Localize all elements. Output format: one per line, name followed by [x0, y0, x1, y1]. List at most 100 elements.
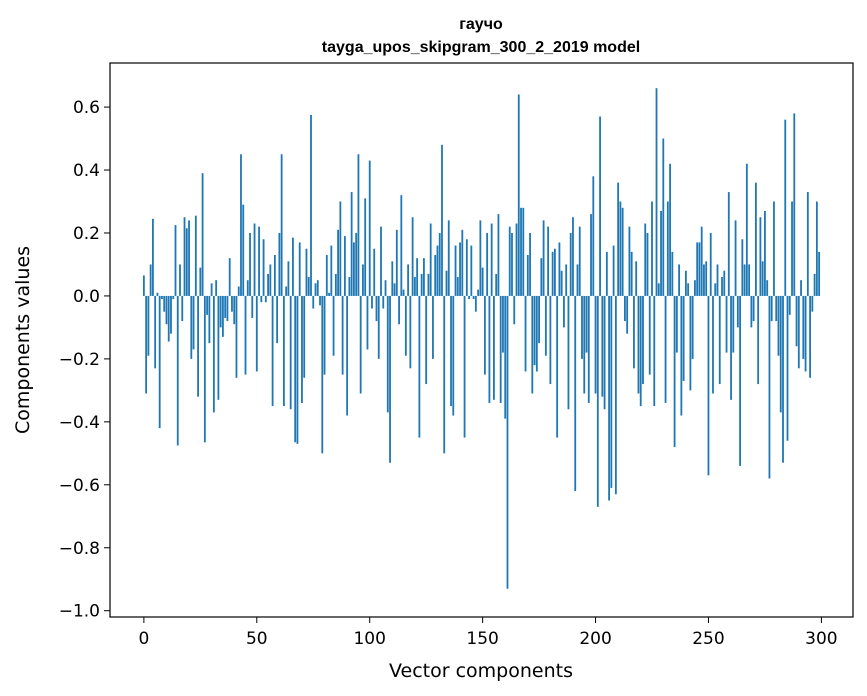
bar — [246, 280, 249, 296]
bar — [389, 295, 391, 463]
bar — [251, 295, 254, 318]
bar — [773, 201, 775, 296]
bar — [201, 173, 204, 296]
x-tick-label: 100 — [353, 629, 385, 649]
bar — [310, 114, 312, 296]
bar — [314, 283, 317, 296]
bar — [423, 258, 425, 296]
bar — [222, 295, 224, 337]
bar — [574, 295, 577, 492]
bar — [147, 295, 150, 356]
bar — [576, 264, 579, 296]
bar — [660, 210, 662, 296]
bar — [691, 295, 694, 359]
bar — [547, 226, 550, 296]
y-tick-label: 0.2 — [73, 224, 100, 244]
bar — [587, 295, 590, 403]
y-tick-label: −0.8 — [59, 539, 100, 559]
bar — [244, 295, 247, 375]
bar — [558, 242, 561, 296]
bar — [791, 201, 793, 296]
bar — [228, 258, 231, 296]
bar — [493, 295, 495, 400]
bar — [646, 232, 649, 296]
bar — [292, 237, 294, 296]
bar — [596, 295, 599, 507]
bar — [714, 283, 717, 296]
bar — [495, 273, 498, 296]
bar — [610, 295, 613, 488]
bar — [181, 295, 184, 322]
bar — [307, 277, 310, 296]
bar — [346, 295, 349, 416]
bar — [757, 295, 760, 385]
bar — [682, 295, 685, 381]
bar — [486, 232, 489, 296]
bar — [447, 220, 450, 296]
y-axis-label: Components values — [12, 246, 34, 434]
bar — [497, 214, 500, 296]
bar — [809, 295, 811, 378]
bar — [355, 232, 358, 296]
bar — [154, 295, 157, 369]
bar — [644, 223, 647, 296]
bar — [779, 295, 782, 413]
bar — [212, 295, 215, 413]
bar — [592, 176, 595, 296]
bar — [384, 280, 387, 296]
bar — [362, 264, 364, 296]
bar — [727, 192, 730, 296]
bar — [240, 154, 242, 296]
bar — [323, 295, 326, 375]
bar — [343, 236, 346, 296]
bar — [382, 295, 385, 309]
chart-subtitle: tayga_upos_skipgram_300_2_2019 model — [322, 39, 640, 56]
bar — [621, 207, 624, 296]
bar — [224, 295, 227, 318]
bar — [194, 215, 197, 296]
bar — [806, 192, 809, 296]
bar — [725, 295, 728, 353]
bar — [786, 295, 789, 441]
bar — [235, 295, 238, 378]
bar — [219, 295, 222, 328]
bar — [678, 264, 681, 296]
bar — [450, 295, 452, 407]
bar — [217, 295, 220, 400]
bar — [337, 229, 339, 296]
bar — [664, 295, 667, 403]
bar — [712, 295, 714, 394]
bar — [633, 295, 635, 369]
bar — [770, 295, 773, 322]
bar — [549, 295, 552, 385]
bar — [158, 295, 161, 429]
bar — [544, 295, 547, 356]
bar — [483, 295, 486, 375]
y-tick-label: −0.4 — [59, 413, 100, 433]
bar — [465, 239, 468, 296]
x-tick-label: 0 — [138, 629, 149, 649]
bar — [296, 295, 299, 444]
y-tick-label: −1.0 — [59, 602, 100, 622]
bar — [743, 264, 746, 296]
y-tick-label: −0.6 — [59, 476, 100, 496]
bar — [434, 255, 437, 296]
x-tick-label: 250 — [692, 629, 724, 649]
bar — [156, 292, 159, 296]
bar — [490, 223, 493, 296]
bar — [802, 295, 805, 359]
bar — [167, 295, 170, 342]
bar — [398, 295, 400, 325]
bar — [513, 295, 516, 325]
bar — [402, 289, 405, 296]
bar — [407, 264, 410, 296]
bar — [768, 295, 771, 479]
bar — [258, 226, 260, 296]
bar — [594, 295, 597, 394]
bar — [526, 255, 529, 296]
bar — [226, 295, 229, 322]
bar — [468, 295, 470, 300]
bar — [334, 273, 337, 296]
bar — [612, 245, 615, 296]
